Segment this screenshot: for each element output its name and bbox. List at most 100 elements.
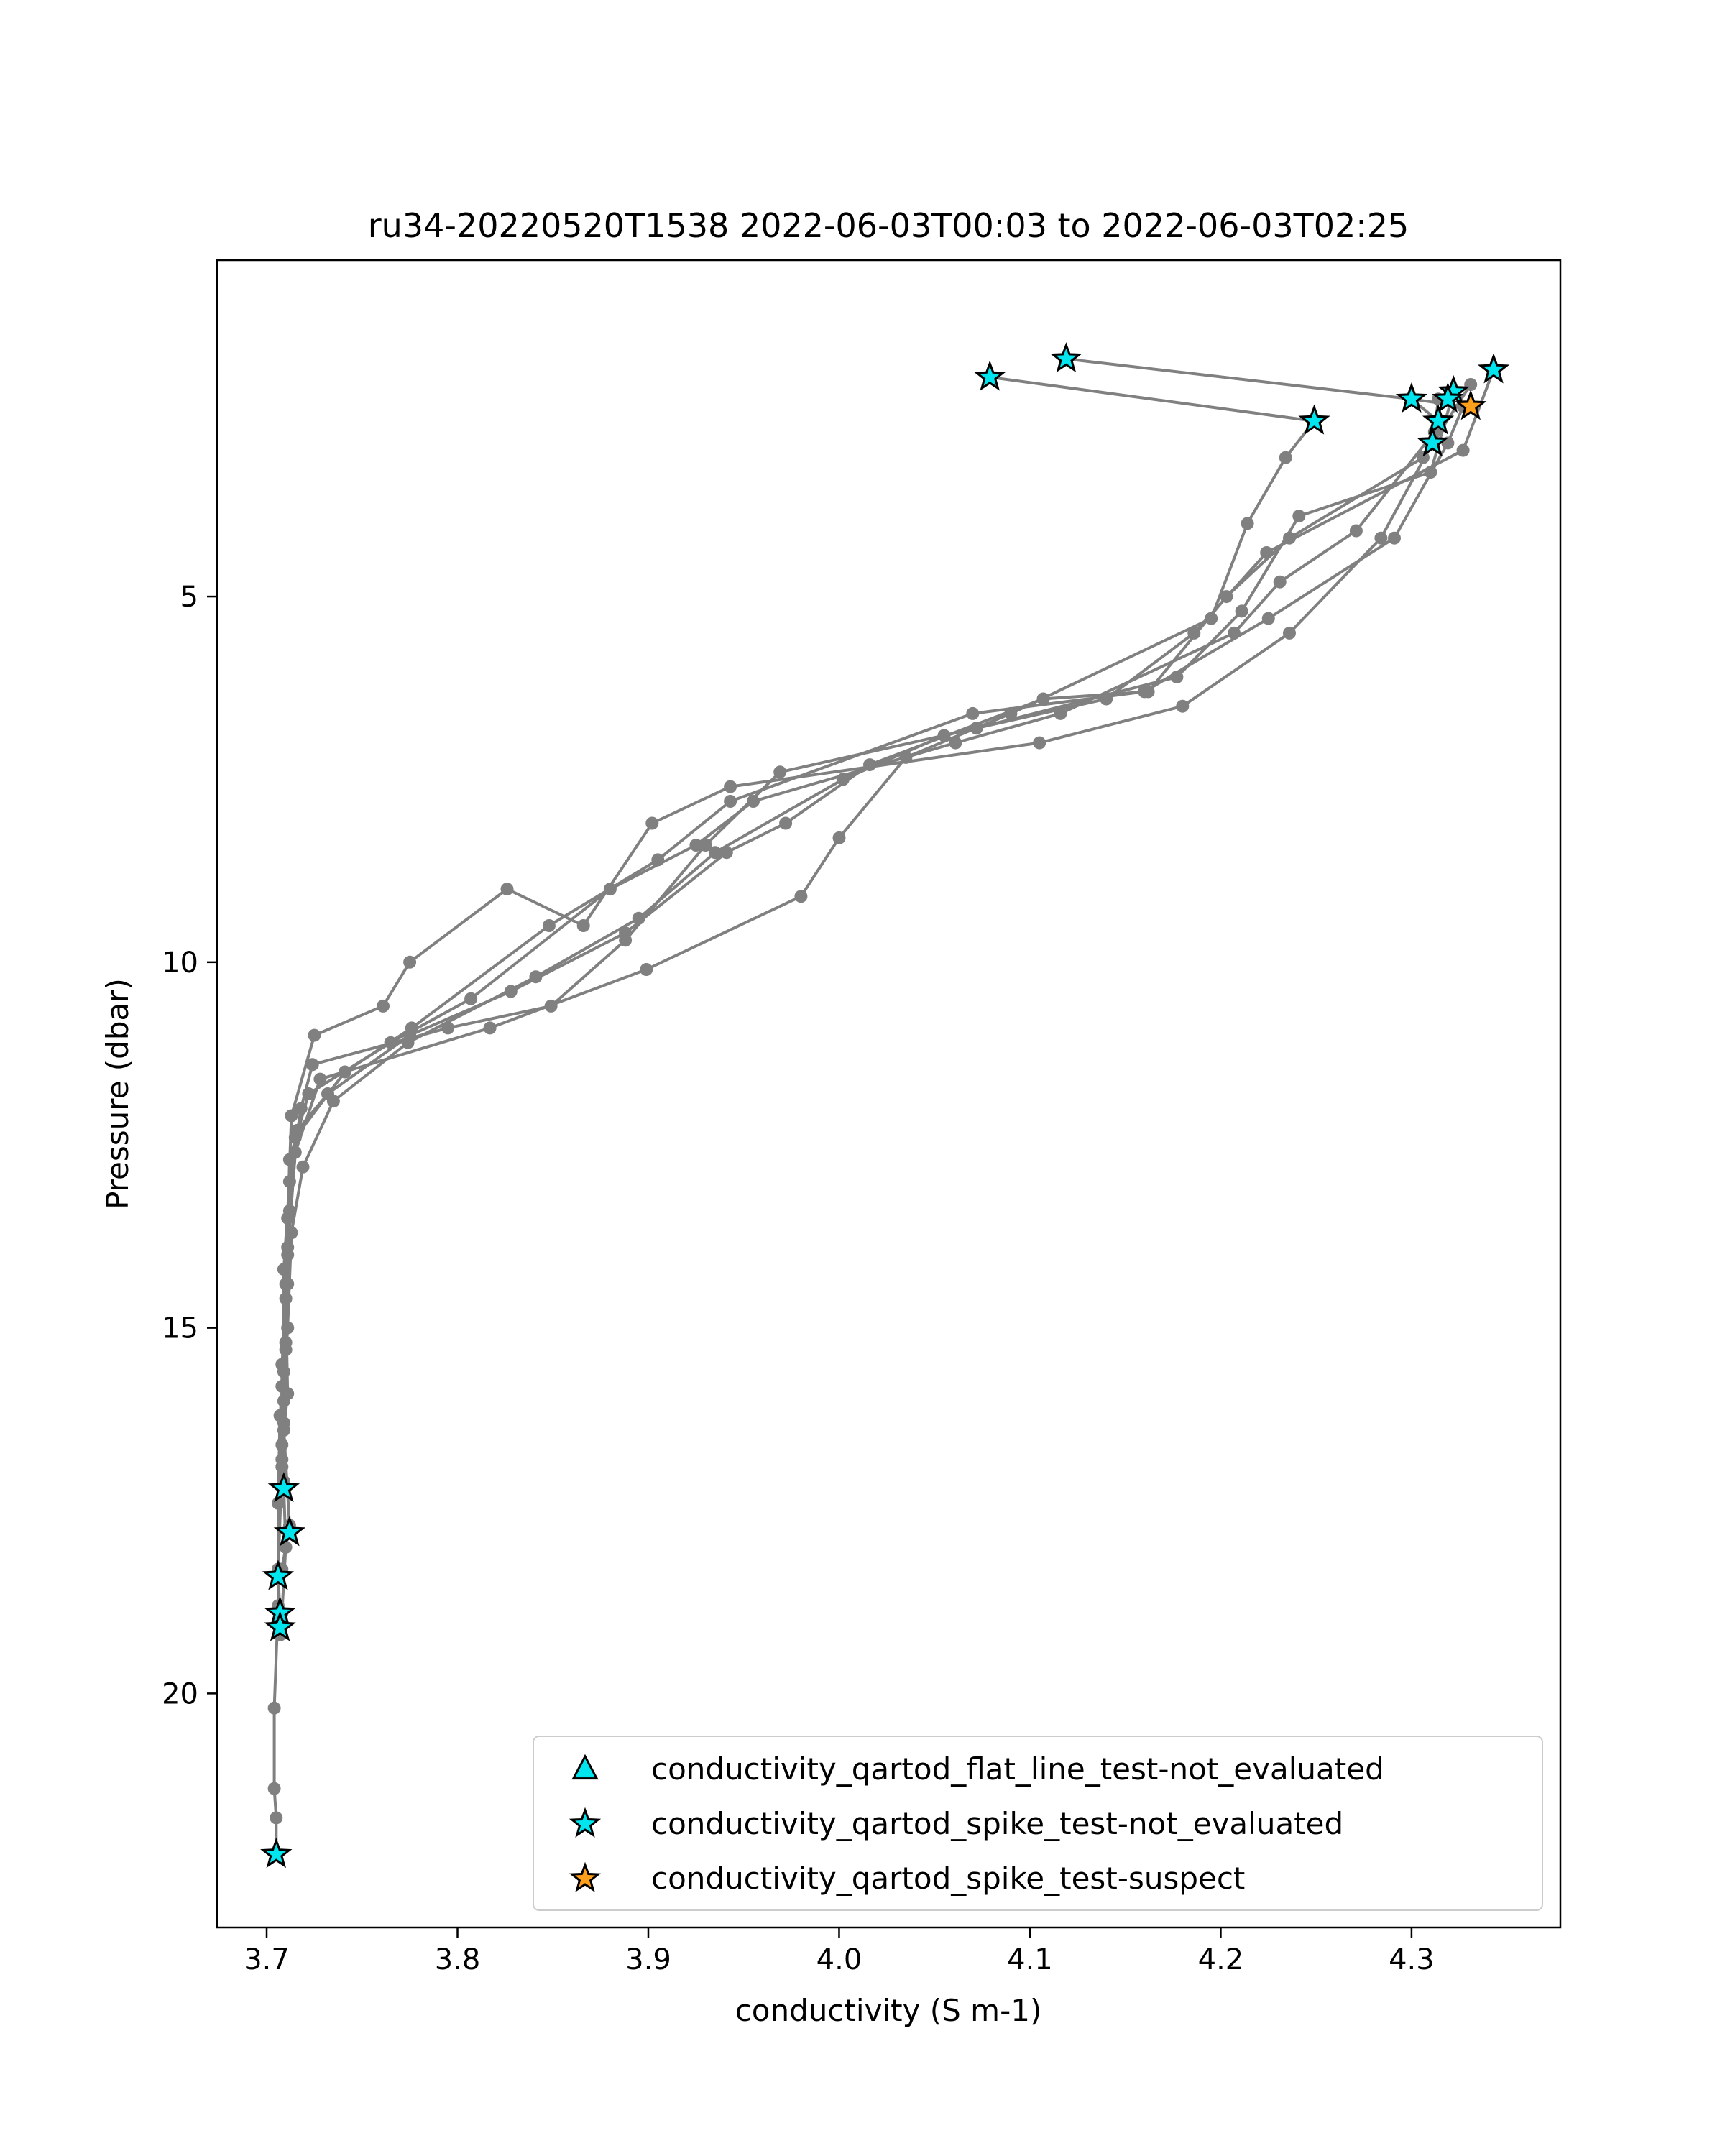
data-point bbox=[1235, 604, 1248, 618]
data-point bbox=[724, 795, 737, 808]
data-point bbox=[1141, 685, 1155, 699]
data-point bbox=[779, 816, 793, 830]
x-tick-label: 4.0 bbox=[816, 1943, 862, 1976]
qc-flag-markers bbox=[260, 342, 1510, 1869]
data-point bbox=[282, 1153, 296, 1166]
qc-marker-not-evaluated bbox=[1298, 404, 1330, 435]
chart-title: ru34-20220520T1538 2022-06-03T00:03 to 2… bbox=[368, 206, 1409, 245]
qc-marker-not-evaluated bbox=[1422, 404, 1455, 435]
data-point bbox=[321, 1087, 334, 1100]
qc-marker-not-evaluated bbox=[273, 1516, 306, 1547]
qc-marker-not-evaluated bbox=[1050, 342, 1082, 373]
data-point bbox=[1283, 531, 1296, 545]
data-point bbox=[747, 795, 760, 808]
data-point bbox=[275, 1438, 289, 1452]
data-point bbox=[794, 890, 808, 903]
data-point bbox=[708, 846, 722, 860]
x-tick-label: 4.3 bbox=[1389, 1943, 1435, 1976]
data-point bbox=[338, 1065, 351, 1079]
data-point bbox=[1054, 706, 1067, 720]
data-point bbox=[313, 1072, 327, 1086]
data-point bbox=[899, 750, 913, 764]
data-point bbox=[282, 1175, 296, 1189]
data-point bbox=[403, 1028, 417, 1042]
qc-marker-not-evaluated bbox=[1432, 382, 1464, 413]
data-point bbox=[384, 1036, 397, 1049]
data-point bbox=[699, 839, 712, 852]
data-point bbox=[441, 1021, 455, 1035]
data-point bbox=[719, 846, 733, 860]
data-point bbox=[1292, 510, 1306, 523]
data-point bbox=[632, 911, 645, 925]
data-point bbox=[403, 955, 417, 969]
data-point bbox=[285, 1226, 298, 1240]
data-point bbox=[308, 1028, 321, 1042]
y-tick-label: 15 bbox=[162, 1312, 198, 1345]
data-point bbox=[1205, 612, 1218, 625]
qc-marker-not-evaluated bbox=[1417, 426, 1449, 457]
data-point bbox=[1100, 692, 1113, 706]
data-point bbox=[619, 926, 632, 940]
plot-area-frame bbox=[216, 259, 1562, 1929]
data-point bbox=[1279, 451, 1292, 464]
data-point bbox=[500, 883, 514, 896]
y-axis-label: Pressure (dbar) bbox=[100, 978, 135, 1210]
qc-marker-not-evaluated bbox=[1477, 353, 1510, 384]
legend-label: conductivity_qartod_spike_test-suspect bbox=[651, 1861, 1245, 1896]
qc-marker-suspect bbox=[1455, 390, 1487, 420]
data-point bbox=[282, 1204, 296, 1217]
legend-frame bbox=[533, 1736, 1543, 1911]
data-point bbox=[724, 780, 737, 793]
x-tick-label: 3.7 bbox=[244, 1943, 290, 1976]
data-point bbox=[267, 1701, 281, 1715]
data-point bbox=[277, 1394, 290, 1408]
legend-label: conductivity_qartod_flat_line_test-not_e… bbox=[651, 1751, 1384, 1787]
y-tick-label: 5 bbox=[180, 581, 198, 614]
data-point bbox=[966, 706, 980, 720]
x-tick-label: 4.1 bbox=[1007, 1943, 1053, 1976]
data-point bbox=[970, 722, 983, 735]
data-point bbox=[836, 773, 850, 786]
data-point bbox=[1170, 671, 1184, 683]
data-point bbox=[285, 1109, 298, 1123]
data-point bbox=[651, 853, 665, 867]
data-point bbox=[270, 1811, 283, 1825]
x-tick-label: 4.2 bbox=[1198, 1943, 1244, 1976]
data-point bbox=[296, 1160, 310, 1174]
x-axis: 3.7 3.8 3.9 4.0 4.1 4.2 4.3 bbox=[244, 1927, 1435, 1976]
data-point bbox=[275, 1358, 289, 1371]
data-point bbox=[1176, 699, 1190, 713]
data-point bbox=[279, 1291, 293, 1305]
data-point bbox=[1273, 575, 1287, 589]
data-point bbox=[279, 1343, 293, 1357]
data-point bbox=[1228, 626, 1241, 640]
x-tick-label: 3.8 bbox=[435, 1943, 481, 1976]
data-point bbox=[281, 1277, 295, 1291]
data-point bbox=[1349, 524, 1363, 538]
data-point bbox=[1004, 706, 1018, 720]
legend: conductivity_qartod_flat_line_test-not_e… bbox=[533, 1736, 1543, 1911]
data-point bbox=[277, 1424, 290, 1437]
data-point bbox=[937, 729, 951, 742]
star-icon bbox=[569, 1807, 602, 1838]
data-point bbox=[645, 816, 659, 830]
qc-marker-not-evaluated bbox=[260, 1837, 293, 1869]
data-point bbox=[273, 1409, 287, 1422]
qc-marker-not-evaluated bbox=[267, 1472, 300, 1503]
data-point bbox=[1456, 443, 1470, 457]
data-point bbox=[1220, 590, 1233, 604]
data-point bbox=[277, 1263, 290, 1276]
y-tick-label: 20 bbox=[162, 1677, 198, 1710]
data-point bbox=[294, 1102, 308, 1115]
data-point bbox=[290, 1123, 304, 1137]
data-point bbox=[305, 1058, 319, 1072]
data-point bbox=[464, 992, 478, 1005]
x-axis-label: conductivity (S m-1) bbox=[735, 1993, 1042, 2028]
data-point bbox=[576, 919, 590, 932]
data-point bbox=[1261, 612, 1275, 625]
qc-marker-not-evaluated bbox=[264, 1611, 296, 1641]
data-point bbox=[1283, 626, 1296, 640]
y-tick-label: 10 bbox=[162, 946, 198, 980]
qc-marker-not-evaluated bbox=[974, 360, 1006, 391]
